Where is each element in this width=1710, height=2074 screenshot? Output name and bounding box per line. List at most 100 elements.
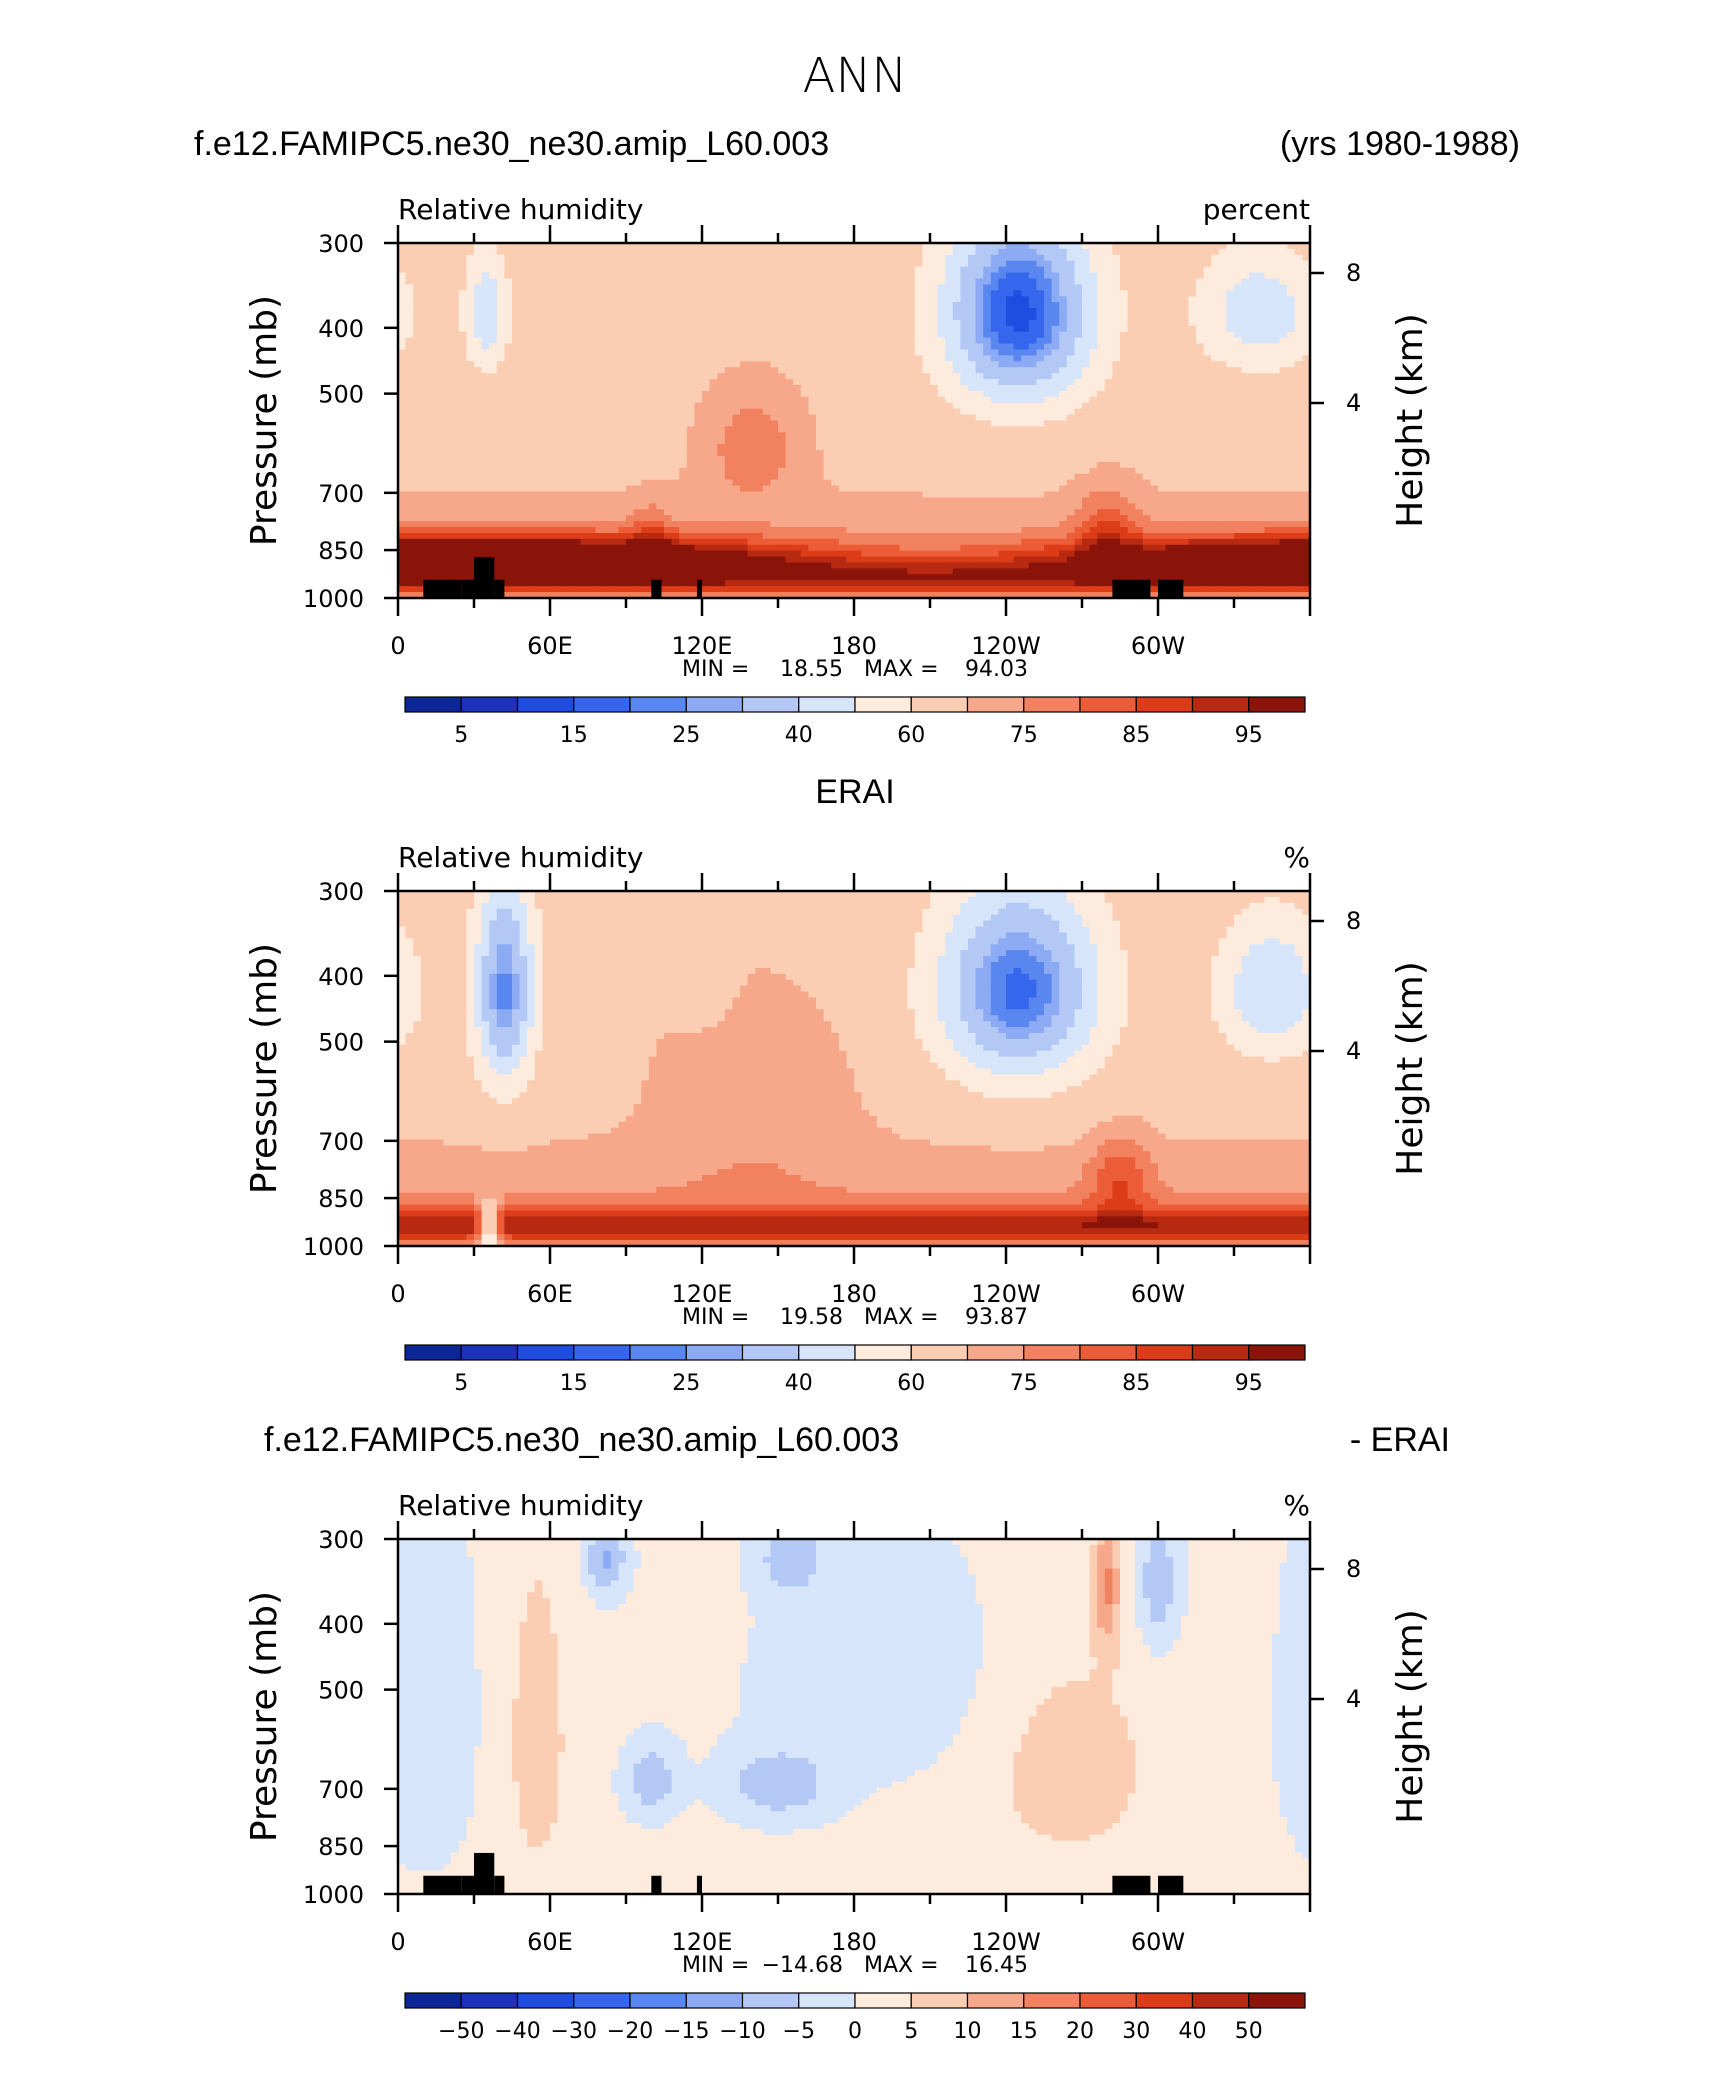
contour-cell	[694, 438, 702, 445]
contour-cell	[1105, 320, 1113, 327]
contour-cell	[702, 355, 710, 362]
contour-cell	[862, 379, 870, 386]
contour-cell	[1166, 403, 1174, 410]
contour-cell	[1272, 308, 1280, 315]
contour-cell	[755, 332, 763, 339]
contour-cell	[1052, 314, 1060, 321]
contour-cell	[1196, 409, 1204, 416]
contour-cell	[748, 261, 756, 268]
contour-cell	[565, 367, 573, 374]
contour-cell	[1112, 320, 1120, 327]
contour-cell	[406, 261, 414, 268]
contour-cell	[816, 367, 824, 374]
contour-cell	[1006, 415, 1014, 422]
contour-cell	[565, 344, 573, 351]
contour-cell	[1249, 326, 1257, 333]
contour-cell	[466, 296, 474, 303]
contour-cell	[512, 355, 520, 362]
contour-cell	[702, 344, 710, 351]
contour-cell	[626, 273, 634, 280]
contour-cell	[953, 415, 961, 422]
contour-cell	[527, 279, 535, 286]
contour-cell	[915, 249, 923, 256]
contour-cell	[1074, 267, 1082, 274]
contour-cell	[831, 391, 839, 398]
contour-cell	[1036, 350, 1044, 357]
contour-cell	[900, 279, 908, 286]
contour-cell	[976, 308, 984, 315]
contour-cell	[512, 314, 520, 321]
contour-cell	[520, 432, 528, 439]
contour-cell	[900, 409, 908, 416]
contour-cell	[1234, 432, 1242, 439]
contour-cell	[618, 279, 626, 286]
contour-cell	[1150, 415, 1158, 422]
contour-cell	[413, 326, 421, 333]
contour-cell	[1128, 355, 1136, 362]
contour-cell	[740, 320, 748, 327]
contour-cell	[1006, 296, 1014, 303]
contour-cell	[664, 403, 672, 410]
contour-cell	[839, 391, 847, 398]
contour-cell	[945, 308, 953, 315]
contour-cell	[565, 421, 573, 428]
contour-cell	[816, 267, 824, 274]
contour-cell	[740, 361, 748, 368]
contour-cell	[1249, 432, 1257, 439]
contour-cell	[960, 279, 968, 286]
contour-cell	[641, 361, 649, 368]
contour-cell	[862, 385, 870, 392]
contour-cell	[687, 273, 695, 280]
contour-cell	[1029, 284, 1037, 291]
contour-cell	[611, 332, 619, 339]
contour-cell	[664, 438, 672, 445]
contour-cell	[801, 284, 809, 291]
contour-cell	[428, 332, 436, 339]
contour-cell	[801, 279, 809, 286]
contour-cell	[1280, 397, 1288, 404]
contour-cell	[960, 338, 968, 345]
contour-cell	[1158, 308, 1166, 315]
contour-cell	[922, 361, 930, 368]
contour-cell	[1204, 302, 1212, 309]
contour-cell	[869, 273, 877, 280]
contour-cell	[1014, 403, 1022, 410]
contour-cell	[482, 249, 490, 256]
contour-cell	[1067, 344, 1075, 351]
contour-cell	[786, 426, 794, 433]
contour-cell	[710, 302, 718, 309]
contour-cell	[1097, 284, 1105, 291]
contour-cell	[945, 267, 953, 274]
contour-cell	[1120, 409, 1128, 416]
contour-cell	[976, 426, 984, 433]
contour-cell	[1105, 290, 1113, 297]
contour-cell	[1181, 385, 1189, 392]
contour-cell	[558, 397, 566, 404]
contour-cell	[1249, 355, 1257, 362]
contour-cell	[649, 438, 657, 445]
contour-cell	[542, 367, 550, 374]
contour-cell	[1287, 261, 1295, 268]
contour-cell	[588, 373, 596, 380]
contour-cell	[1150, 344, 1158, 351]
contour-cell	[945, 426, 953, 433]
contour-cell	[1128, 314, 1136, 321]
contour-cell	[755, 338, 763, 345]
contour-cell	[588, 338, 596, 345]
contour-cell	[1272, 379, 1280, 386]
contour-cell	[421, 296, 429, 303]
contour-cell	[1226, 409, 1234, 416]
contour-cell	[664, 326, 672, 333]
contour-cell	[573, 249, 581, 256]
contour-cell	[527, 296, 535, 303]
contour-cell	[793, 403, 801, 410]
contour-cell	[1090, 279, 1098, 286]
contour-cell	[558, 249, 566, 256]
contour-cell	[717, 426, 725, 433]
contour-cell	[1059, 290, 1067, 297]
contour-cell	[1105, 421, 1113, 428]
contour-cell	[884, 326, 892, 333]
contour-cell	[421, 326, 429, 333]
contour-cell	[732, 409, 740, 416]
contour-cell	[884, 338, 892, 345]
